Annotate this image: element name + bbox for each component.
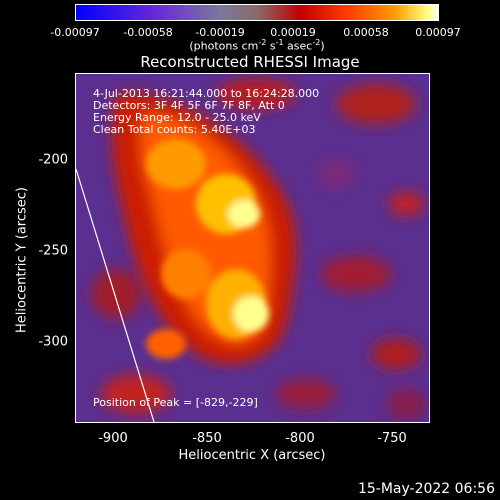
- info-total-counts: Clean Total counts: 5.40E+03: [93, 123, 256, 136]
- y-tick-label: -200: [38, 152, 68, 168]
- rhessi-image: [75, 73, 430, 423]
- y-tick-label: -300: [38, 334, 68, 350]
- colorbar-tick-label: 0.00058: [343, 26, 389, 39]
- x-tick-label: -900: [98, 431, 128, 446]
- y-tick-label: -250: [38, 243, 68, 259]
- colorbar: [75, 4, 439, 21]
- x-axis-label: Heliocentric X (arcsec): [178, 448, 326, 463]
- colorbar-tick-label: 0.00097: [415, 26, 461, 39]
- x-tick-label: -850: [192, 431, 222, 446]
- info-detectors: Detectors: 3F 4F 5F 6F 7F 8F, Att 0: [93, 99, 285, 112]
- colorbar-tick-label: -0.00097: [50, 26, 100, 39]
- colorbar-tick-label: -0.00019: [195, 26, 245, 39]
- render-timestamp: 15-May-2022 06:56: [357, 481, 495, 497]
- solar-limb: [76, 168, 155, 422]
- info-energy-range: Energy Range: 12.0 - 25.0 keV: [93, 111, 261, 124]
- image-title: Reconstructed RHESSI Image: [140, 53, 360, 71]
- x-tick-label: -800: [285, 431, 315, 446]
- flare-kernels: [146, 139, 269, 359]
- x-tick-label: -750: [377, 431, 407, 446]
- noise-patches: [91, 79, 426, 419]
- info-time-range: 4-Jul-2013 16:21:44.000 to 16:24:28.000: [93, 87, 320, 100]
- colorbar-tick-label: -0.00058: [123, 26, 173, 39]
- info-peak-position: Position of Peak = [-829,-229]: [93, 396, 258, 409]
- colorbar-tick-label: 0.00019: [270, 26, 316, 39]
- colorbar-units: (photons cm-2 s-1 asec-2): [189, 38, 325, 53]
- y-axis-label: Heliocentric Y (arcsec): [14, 187, 30, 333]
